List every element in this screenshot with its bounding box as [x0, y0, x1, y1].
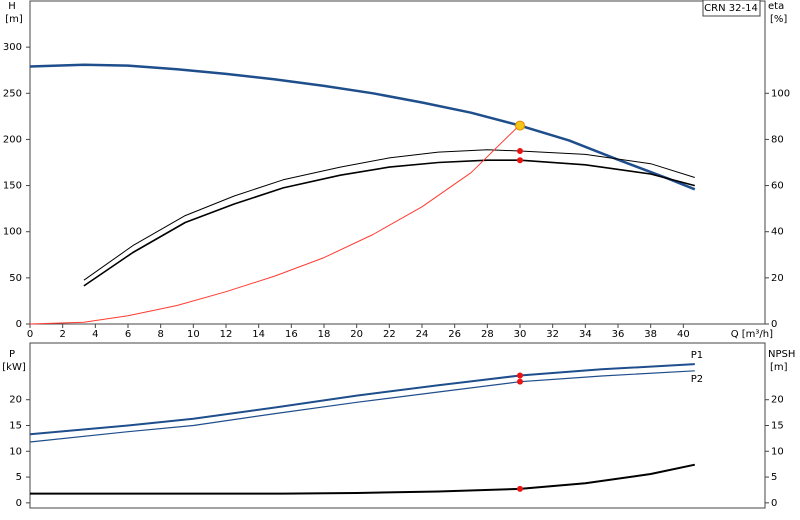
y2-tick-label: 20	[771, 395, 784, 406]
x-tick-label: 4	[92, 329, 98, 340]
curve	[29, 363, 695, 436]
x-tick-label: 28	[481, 329, 494, 340]
x-tick-label: 8	[157, 329, 163, 340]
x-tick-label: 20	[350, 329, 363, 340]
y2-tick-label: 10	[771, 446, 784, 457]
y2-axis-label: eta	[768, 1, 784, 12]
operating-point	[517, 485, 523, 492]
operating-point	[517, 157, 523, 164]
y2-tick-label: 0	[771, 319, 777, 330]
curve	[83, 149, 695, 281]
series-label: P2	[691, 374, 703, 385]
x-tick-label: 24	[416, 329, 429, 340]
y2-tick-label: 20	[771, 273, 784, 284]
y-tick-label: 20	[9, 395, 22, 406]
x-tick-label: 16	[285, 329, 298, 340]
y2-tick-label: 60	[771, 181, 784, 192]
x-tick-label: 2	[59, 329, 65, 340]
y-axis-label: H	[8, 1, 16, 12]
x-tick-label: 30	[514, 329, 527, 340]
title-box	[702, 0, 761, 17]
y-axis-unit: [kW]	[2, 362, 26, 373]
chart-title: CRN 32-14	[704, 3, 758, 14]
x-tick-label: 0	[27, 329, 33, 340]
x-axis-label: Q [m³/h]	[731, 329, 773, 340]
y2-tick-label: 100	[771, 88, 790, 99]
x-tick-label: 22	[383, 329, 396, 340]
y-tick-label: 150	[3, 181, 22, 192]
y2-tick-label: 15	[771, 421, 784, 432]
y-tick-label: 100	[3, 227, 22, 238]
operating-point	[517, 372, 523, 379]
x-tick-label: 6	[125, 329, 131, 340]
y-tick-label: 15	[9, 421, 22, 432]
y-tick-label: 0	[16, 498, 22, 509]
y-tick-label: 250	[3, 88, 22, 99]
y-tick-label: 0	[16, 319, 22, 330]
x-tick-label: 10	[187, 329, 200, 340]
y2-tick-label: 80	[771, 134, 784, 145]
y2-tick-label: 40	[771, 227, 784, 238]
x-tick-label: 38	[644, 329, 657, 340]
y-tick-label: 50	[9, 273, 22, 284]
series-label: P1	[691, 350, 703, 361]
operating-point	[517, 378, 523, 385]
plot-frame	[29, 342, 766, 509]
curve	[83, 159, 696, 287]
x-tick-label: 26	[448, 329, 461, 340]
curve	[29, 63, 696, 191]
x-tick-label: 34	[579, 329, 592, 340]
y2-axis-label: NPSH	[768, 349, 795, 360]
y2-axis-unit: [%]	[770, 14, 787, 25]
x-tick-label: 14	[252, 329, 265, 340]
operating-point	[517, 147, 523, 154]
y-axis-unit: [m]	[5, 14, 23, 25]
operating-point	[515, 120, 525, 131]
curve	[30, 463, 696, 495]
y-tick-label: 5	[16, 472, 22, 483]
curve	[29, 370, 695, 443]
x-tick-label: 40	[677, 329, 690, 340]
y2-tick-label: 5	[771, 472, 777, 483]
x-tick-label: 36	[612, 329, 625, 340]
y-tick-label: 300	[3, 42, 22, 53]
y-axis-label: P	[9, 349, 15, 360]
curve	[29, 124, 521, 325]
y-tick-label: 200	[3, 134, 22, 145]
y-tick-label: 10	[9, 446, 22, 457]
plot-frame	[29, 0, 766, 325]
y2-axis-unit: [m]	[770, 362, 788, 373]
x-tick-label: 32	[546, 329, 559, 340]
x-tick-label: 12	[220, 329, 233, 340]
y2-tick-label: 0	[771, 498, 777, 509]
x-tick-label: 18	[318, 329, 331, 340]
